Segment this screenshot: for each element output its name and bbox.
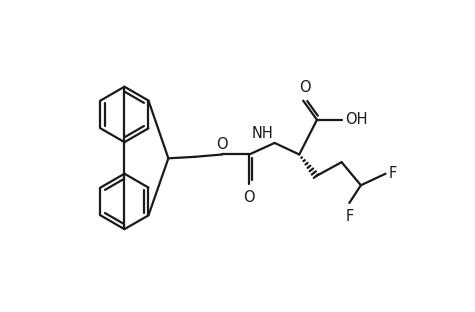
Text: NH: NH: [251, 126, 273, 141]
Text: OH: OH: [345, 112, 367, 127]
Text: F: F: [345, 209, 353, 224]
Text: O: O: [299, 80, 311, 95]
Text: O: O: [217, 137, 228, 152]
Text: F: F: [389, 166, 397, 181]
Text: O: O: [243, 190, 255, 205]
